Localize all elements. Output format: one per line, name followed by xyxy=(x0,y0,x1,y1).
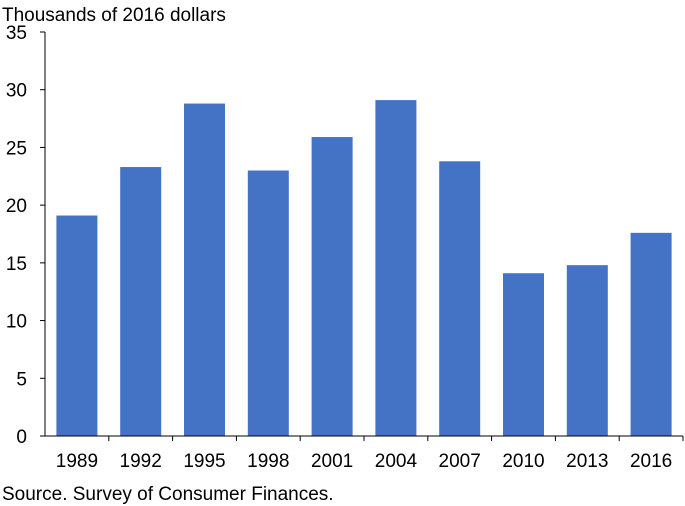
bar-2010 xyxy=(503,273,544,436)
bar-1995 xyxy=(184,103,225,437)
y-tick-label: 35 xyxy=(6,23,27,44)
y-tick-label: 10 xyxy=(6,312,27,333)
x-tick-label: 1998 xyxy=(247,451,289,472)
y-unit-label: Thousands of 2016 dollars xyxy=(2,5,226,26)
x-tick-label: 2004 xyxy=(375,451,418,472)
x-tick-label: 1989 xyxy=(56,451,98,472)
x-tick-label: 2016 xyxy=(630,451,672,472)
x-axis-ticks: 1989 1992 1995 1998 2001 2004 2007 2010 2013 2016 xyxy=(56,436,684,472)
bar-2004 xyxy=(375,100,417,437)
bar-2013 xyxy=(566,265,608,436)
bar-1998 xyxy=(247,170,289,436)
y-tick-label: 0 xyxy=(16,427,27,448)
bar-2007 xyxy=(439,161,481,436)
x-tick-label: 2010 xyxy=(502,451,544,472)
bar-1989 xyxy=(56,215,98,436)
bar-2001 xyxy=(311,137,353,437)
x-tick-label: 1992 xyxy=(120,451,162,472)
y-tick-label: 25 xyxy=(6,138,27,159)
y-tick-label: 20 xyxy=(6,196,27,217)
bar-1992 xyxy=(120,167,162,436)
source-note: Source. Survey of Consumer Finances. xyxy=(2,484,334,505)
x-tick-label: 2013 xyxy=(566,451,608,472)
x-tick-label: 2007 xyxy=(439,451,481,472)
y-tick-label: 15 xyxy=(6,254,27,275)
bar-2016 xyxy=(630,232,672,436)
x-tick-label: 1995 xyxy=(183,451,225,472)
y-axis-ticks: 0 5 10 15 20 25 30 35 xyxy=(6,23,45,448)
bars xyxy=(56,100,672,437)
x-tick-label: 2001 xyxy=(311,451,353,472)
y-tick-label: 5 xyxy=(16,369,27,390)
y-tick-label: 30 xyxy=(6,81,27,102)
